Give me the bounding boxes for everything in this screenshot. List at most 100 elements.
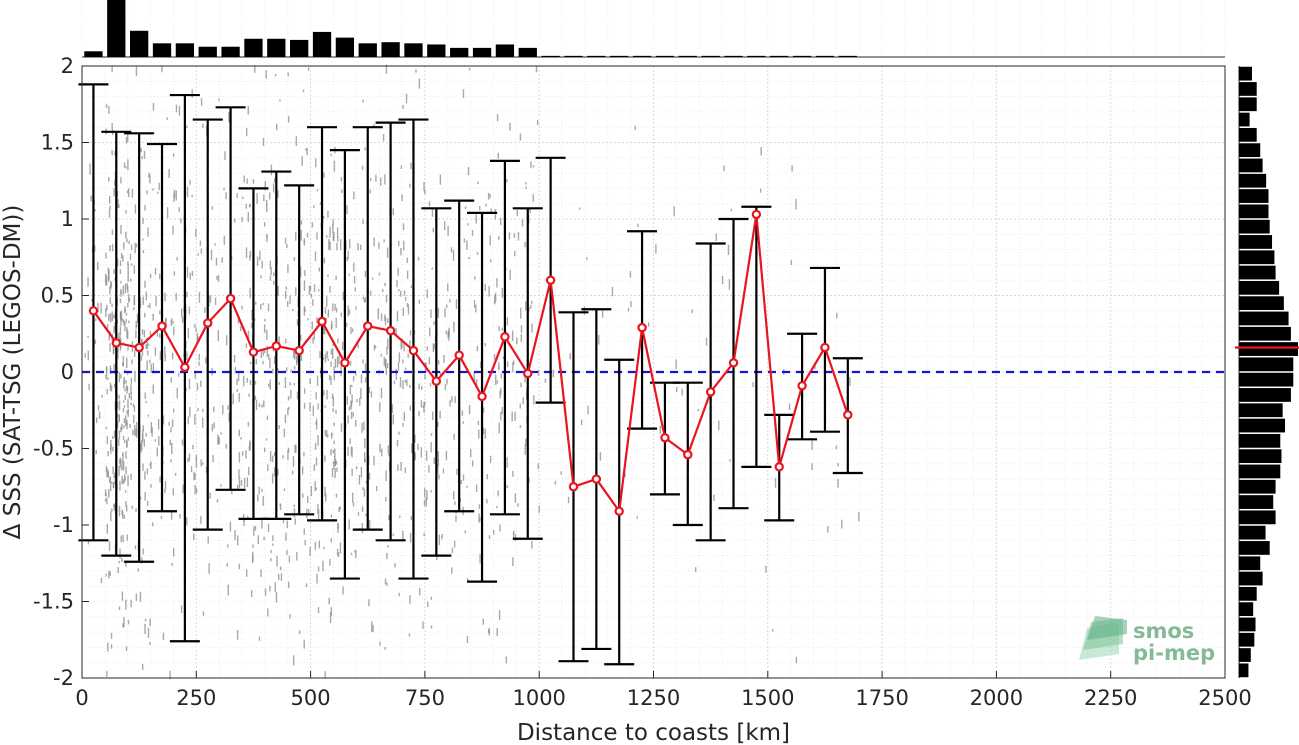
scatter-point	[149, 359, 151, 364]
mean-point	[637, 322, 647, 333]
scatter-point	[108, 570, 110, 579]
scatter-point	[516, 337, 518, 345]
scatter-point	[655, 244, 657, 254]
scatter-point	[118, 415, 120, 423]
scatter-point	[520, 334, 523, 342]
scatter-point	[272, 183, 275, 193]
scatter-point	[133, 265, 136, 274]
scatter-point	[290, 369, 292, 373]
scatter-point	[213, 422, 215, 429]
scatter-point	[774, 477, 777, 488]
scatter-point	[295, 355, 298, 366]
scatter-point	[272, 543, 274, 546]
scatter-point	[455, 511, 457, 514]
scatter-point	[109, 245, 111, 252]
scatter-point	[171, 352, 174, 360]
scatter-point	[157, 191, 159, 194]
scatter-point	[273, 272, 275, 276]
scatter-point	[324, 354, 327, 363]
scatter-point	[334, 468, 336, 478]
scatter-point	[249, 255, 251, 261]
scatter-point	[387, 445, 390, 455]
scatter-point	[304, 270, 306, 277]
scatter-point	[506, 179, 508, 183]
scatter-point	[335, 460, 338, 465]
scatter-point	[536, 120, 539, 126]
scatter-point	[449, 400, 451, 407]
scatter-point	[363, 421, 365, 431]
scatter-point	[182, 484, 184, 494]
scatter-point	[371, 621, 373, 632]
scatter-point	[287, 450, 289, 461]
x-tick-label: 0	[75, 686, 88, 710]
scatter-point	[116, 258, 119, 267]
scatter-point	[109, 476, 112, 483]
scatter-point	[357, 512, 360, 516]
scatter-point	[284, 414, 287, 424]
scatter-point	[144, 312, 146, 318]
scatter-point	[497, 366, 500, 370]
scatter-point	[498, 326, 500, 332]
scatter-point	[393, 380, 396, 385]
scatter-point	[159, 333, 161, 338]
scatter-point	[498, 362, 500, 370]
scatter-point	[341, 189, 343, 193]
scatter-point	[152, 384, 154, 394]
scatter-point	[238, 392, 240, 402]
scatter-point	[216, 275, 218, 280]
scatter-point	[357, 343, 359, 349]
scatter-point	[119, 298, 122, 304]
scatter-point	[285, 532, 287, 541]
scatter-point	[350, 327, 352, 334]
top-histogram-bar	[450, 47, 469, 57]
scatter-point	[323, 324, 326, 335]
scatter-point	[505, 656, 508, 664]
scatter-point	[502, 356, 505, 360]
scatter-point	[433, 457, 435, 464]
scatter-point	[238, 563, 241, 570]
scatter-point	[257, 494, 259, 502]
scatter-point	[248, 466, 250, 476]
scatter-point	[409, 532, 412, 543]
scatter-point	[105, 493, 107, 497]
scatter-point	[476, 345, 479, 352]
right-histogram-bar	[1239, 479, 1276, 494]
scatter-point	[178, 105, 181, 116]
scatter-point	[385, 497, 387, 502]
scatter-point	[512, 470, 514, 477]
mean-point	[523, 368, 533, 379]
scatter-point	[134, 545, 137, 550]
scatter-point	[340, 423, 343, 432]
scatter-point	[200, 248, 203, 254]
scatter-point	[130, 392, 132, 401]
scatter-point	[330, 607, 333, 616]
top-histogram-bar	[427, 44, 446, 57]
scatter-point	[444, 308, 446, 318]
scatter-point	[269, 451, 272, 462]
scatter-point	[118, 400, 121, 411]
mean-point	[88, 306, 99, 316]
scatter-point	[134, 370, 136, 382]
scatter-point	[279, 99, 281, 102]
scatter-point	[334, 461, 336, 467]
top-histogram-bar	[381, 42, 400, 57]
scatter-point	[112, 314, 115, 319]
scatter-point	[519, 133, 522, 141]
scatter-point	[145, 344, 147, 350]
mean-point	[477, 391, 487, 402]
scatter-point	[355, 306, 357, 310]
scatter-point	[202, 462, 204, 465]
scatter-point	[303, 240, 305, 244]
right-histogram-bar	[1239, 541, 1270, 555]
scatter-point	[240, 437, 242, 440]
scatter-point	[238, 477, 241, 489]
scatter-point	[415, 69, 417, 73]
scatter-point	[128, 392, 131, 399]
right-histogram-bar	[1239, 219, 1270, 234]
scatter-point	[126, 283, 128, 290]
scatter-point	[97, 302, 99, 313]
scatter-point	[180, 308, 183, 318]
scatter-point	[125, 136, 128, 144]
scatter-point	[130, 377, 133, 384]
y-tick-label: 2	[61, 54, 74, 78]
